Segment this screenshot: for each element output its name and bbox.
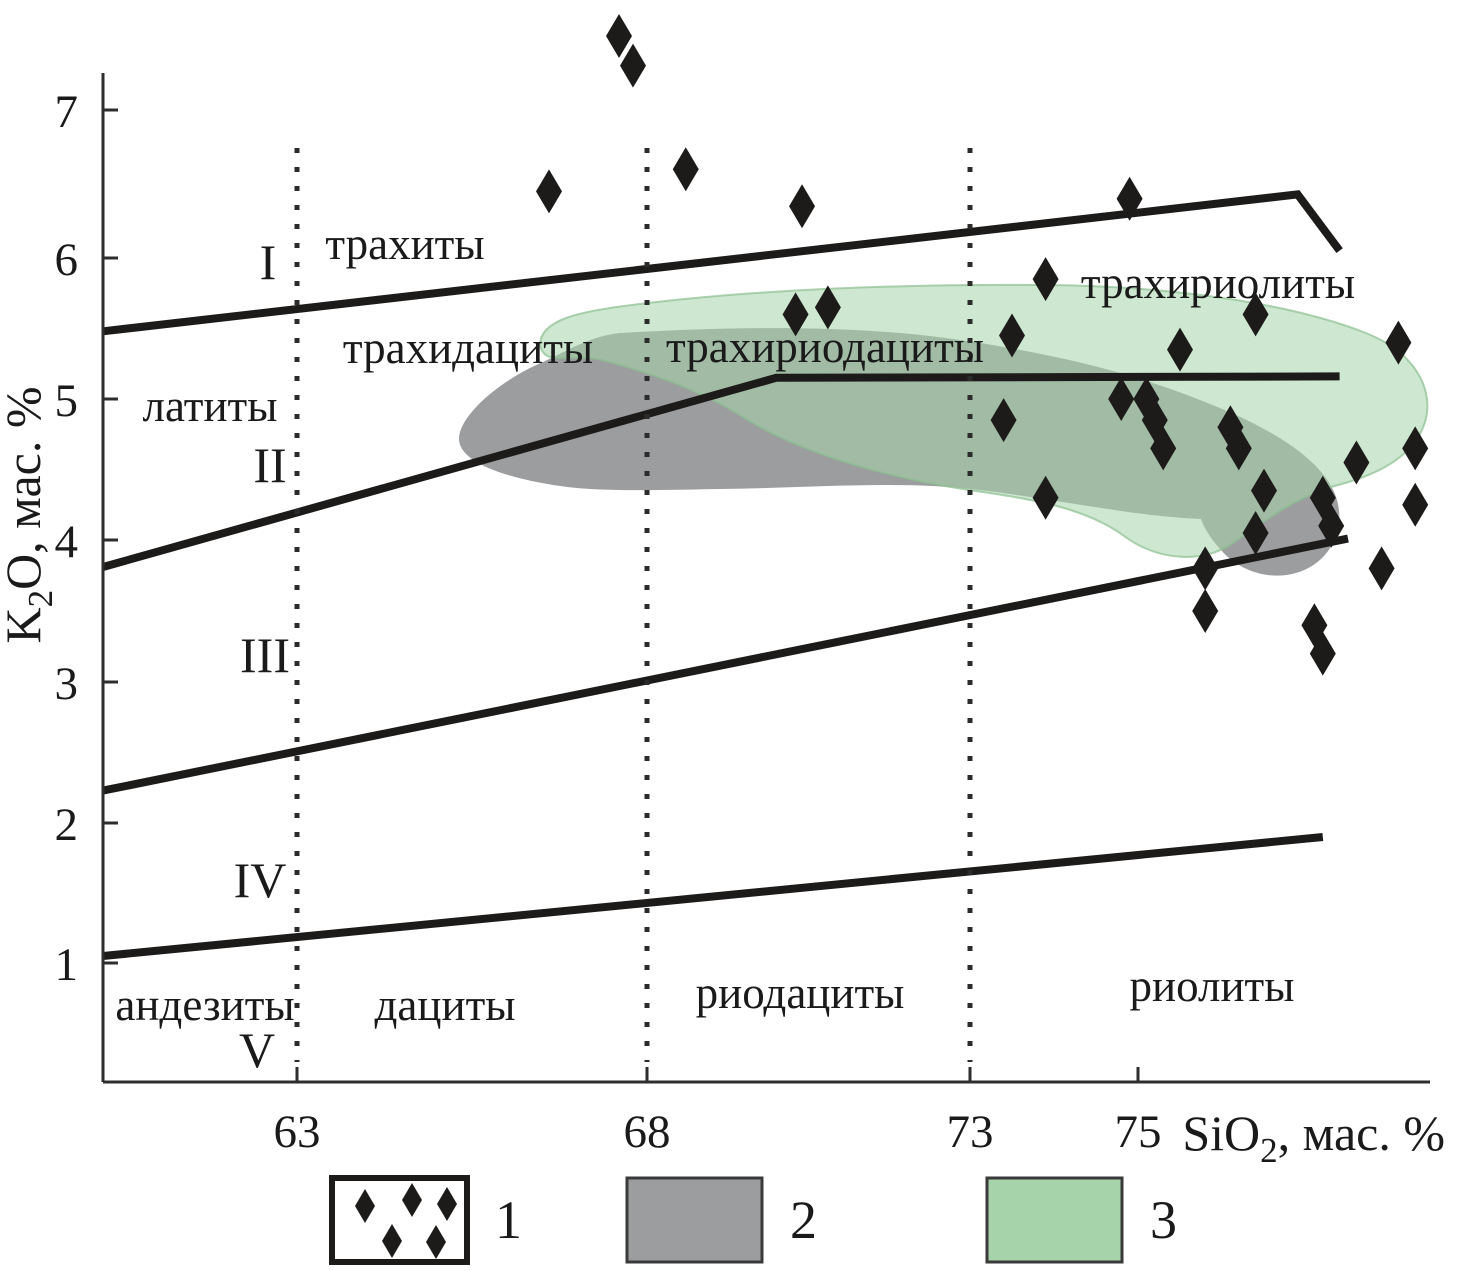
- y-tick-label-7: 7: [55, 86, 79, 138]
- y-tick-label-3: 3: [55, 658, 79, 710]
- legend-diamond-icon: [355, 1189, 375, 1223]
- region-label-6: андезиты: [115, 980, 294, 1030]
- legend-swatch-gray-field: [625, 1176, 764, 1264]
- region-label-4: трахириодациты: [666, 322, 984, 372]
- zone-numeral-V: V: [239, 1022, 275, 1078]
- data-point-diamond-25: [1318, 503, 1345, 548]
- zone-numeral-IV: IV: [234, 852, 287, 908]
- legend-item-1: 1: [329, 1175, 522, 1265]
- data-point-diamond-28: [1402, 482, 1429, 527]
- line-I-II: [102, 190, 1343, 336]
- legend-swatch-green-field: [985, 1176, 1124, 1264]
- legend-label-2: 2: [790, 1190, 817, 1250]
- axes-layer: [101, 73, 1430, 1084]
- line-III-IV: [102, 534, 1349, 795]
- data-point-diamond-7: [814, 285, 841, 330]
- data-point-diamond-15: [1108, 377, 1135, 421]
- line-IV-V: [102, 833, 1324, 960]
- data-point-diamond-27: [1402, 426, 1429, 471]
- y-tick-label-2: 2: [55, 799, 79, 851]
- data-point-diamond-18: [1150, 426, 1177, 471]
- data-point-diamond-22: [1251, 468, 1277, 513]
- legend-item-3: 3: [985, 1176, 1177, 1264]
- data-point-diamond-30: [1192, 589, 1219, 633]
- tick-labels-layer: 7 6 5 4 3 2 1 63 68 73 75: [55, 86, 1162, 1158]
- data-point-diamond-4: [672, 147, 699, 192]
- data-points-layer: [536, 14, 1429, 676]
- legend-label-3: 3: [1150, 1190, 1177, 1250]
- data-point-diamond-8: [1032, 257, 1059, 302]
- y-tick-label-5: 5: [55, 375, 79, 427]
- data-point-diamond-12: [1167, 327, 1193, 372]
- data-point-diamond-1: [606, 14, 632, 58]
- data-point-diamond-3: [536, 169, 562, 214]
- region-label-7: дациты: [375, 980, 516, 1030]
- axis-titles-layer: SiO2, мас. % K2O, мас. %: [0, 386, 1445, 1170]
- data-point-diamond-29: [1192, 546, 1219, 591]
- boundary-lines-layer: [101, 190, 1349, 960]
- region-labels-layer: трахиты трахириолиты трахидациты трахириода…: [115, 219, 1355, 1030]
- data-point-diamond-21: [1032, 475, 1059, 520]
- data-point-diamond-2: [620, 43, 646, 88]
- legend-item-2: 2: [625, 1176, 817, 1264]
- region-label-3: трахидациты: [343, 323, 593, 373]
- data-point-diamond-13: [1385, 320, 1412, 365]
- line-II-III: [101, 372, 1340, 571]
- data-point-diamond-20: [1225, 426, 1252, 471]
- data-point-diamond-23: [1242, 510, 1269, 555]
- zone-numeral-I: I: [260, 234, 277, 290]
- data-point-diamond-26: [1343, 440, 1370, 485]
- region-label-2: трахириолиты: [1081, 258, 1355, 308]
- x-tick-label-73: 73: [947, 1106, 994, 1158]
- data-point-diamond-6: [782, 292, 809, 337]
- data-point-diamond-11: [999, 313, 1025, 358]
- legend-diamond-icon: [402, 1183, 422, 1217]
- y-tick-label-6: 6: [55, 234, 79, 286]
- region-label-9: риолиты: [1130, 961, 1295, 1011]
- region-label-1: трахиты: [325, 219, 484, 269]
- legend-label-1: 1: [495, 1190, 522, 1250]
- data-point-diamond-31: [1368, 546, 1395, 591]
- x-tick-label-75: 75: [1115, 1106, 1162, 1158]
- y-axis-title: K2O, мас. %: [0, 386, 60, 643]
- y-tick-label-4: 4: [55, 516, 79, 568]
- data-point-diamond-33: [1309, 631, 1336, 676]
- data-point-diamond-5: [789, 184, 816, 229]
- y-tick-label-1: 1: [55, 939, 79, 991]
- x-tick-label-68: 68: [624, 1106, 671, 1158]
- data-point-diamond-10: [1242, 292, 1269, 337]
- region-label-5: латиты: [143, 381, 278, 431]
- x-axis-title: SiO2, мас. %: [1182, 1105, 1445, 1170]
- field-3-green-blob: [538, 283, 1429, 558]
- zone-numeral-III: III: [240, 627, 290, 683]
- dotted-gridlines-layer: [294, 148, 973, 1062]
- zone-numeral-II: II: [253, 437, 286, 493]
- legend-diamond-icon: [382, 1224, 402, 1258]
- region-label-8: риодациты: [696, 968, 905, 1018]
- legend-diamond-icon: [426, 1225, 446, 1259]
- data-point-diamond-9: [1116, 176, 1143, 221]
- x-tick-label-63: 63: [274, 1106, 321, 1158]
- data-point-diamond-14: [990, 398, 1017, 443]
- legend-layer: 1 2 3: [329, 1175, 1177, 1265]
- legend-diamond-icon: [437, 1187, 457, 1221]
